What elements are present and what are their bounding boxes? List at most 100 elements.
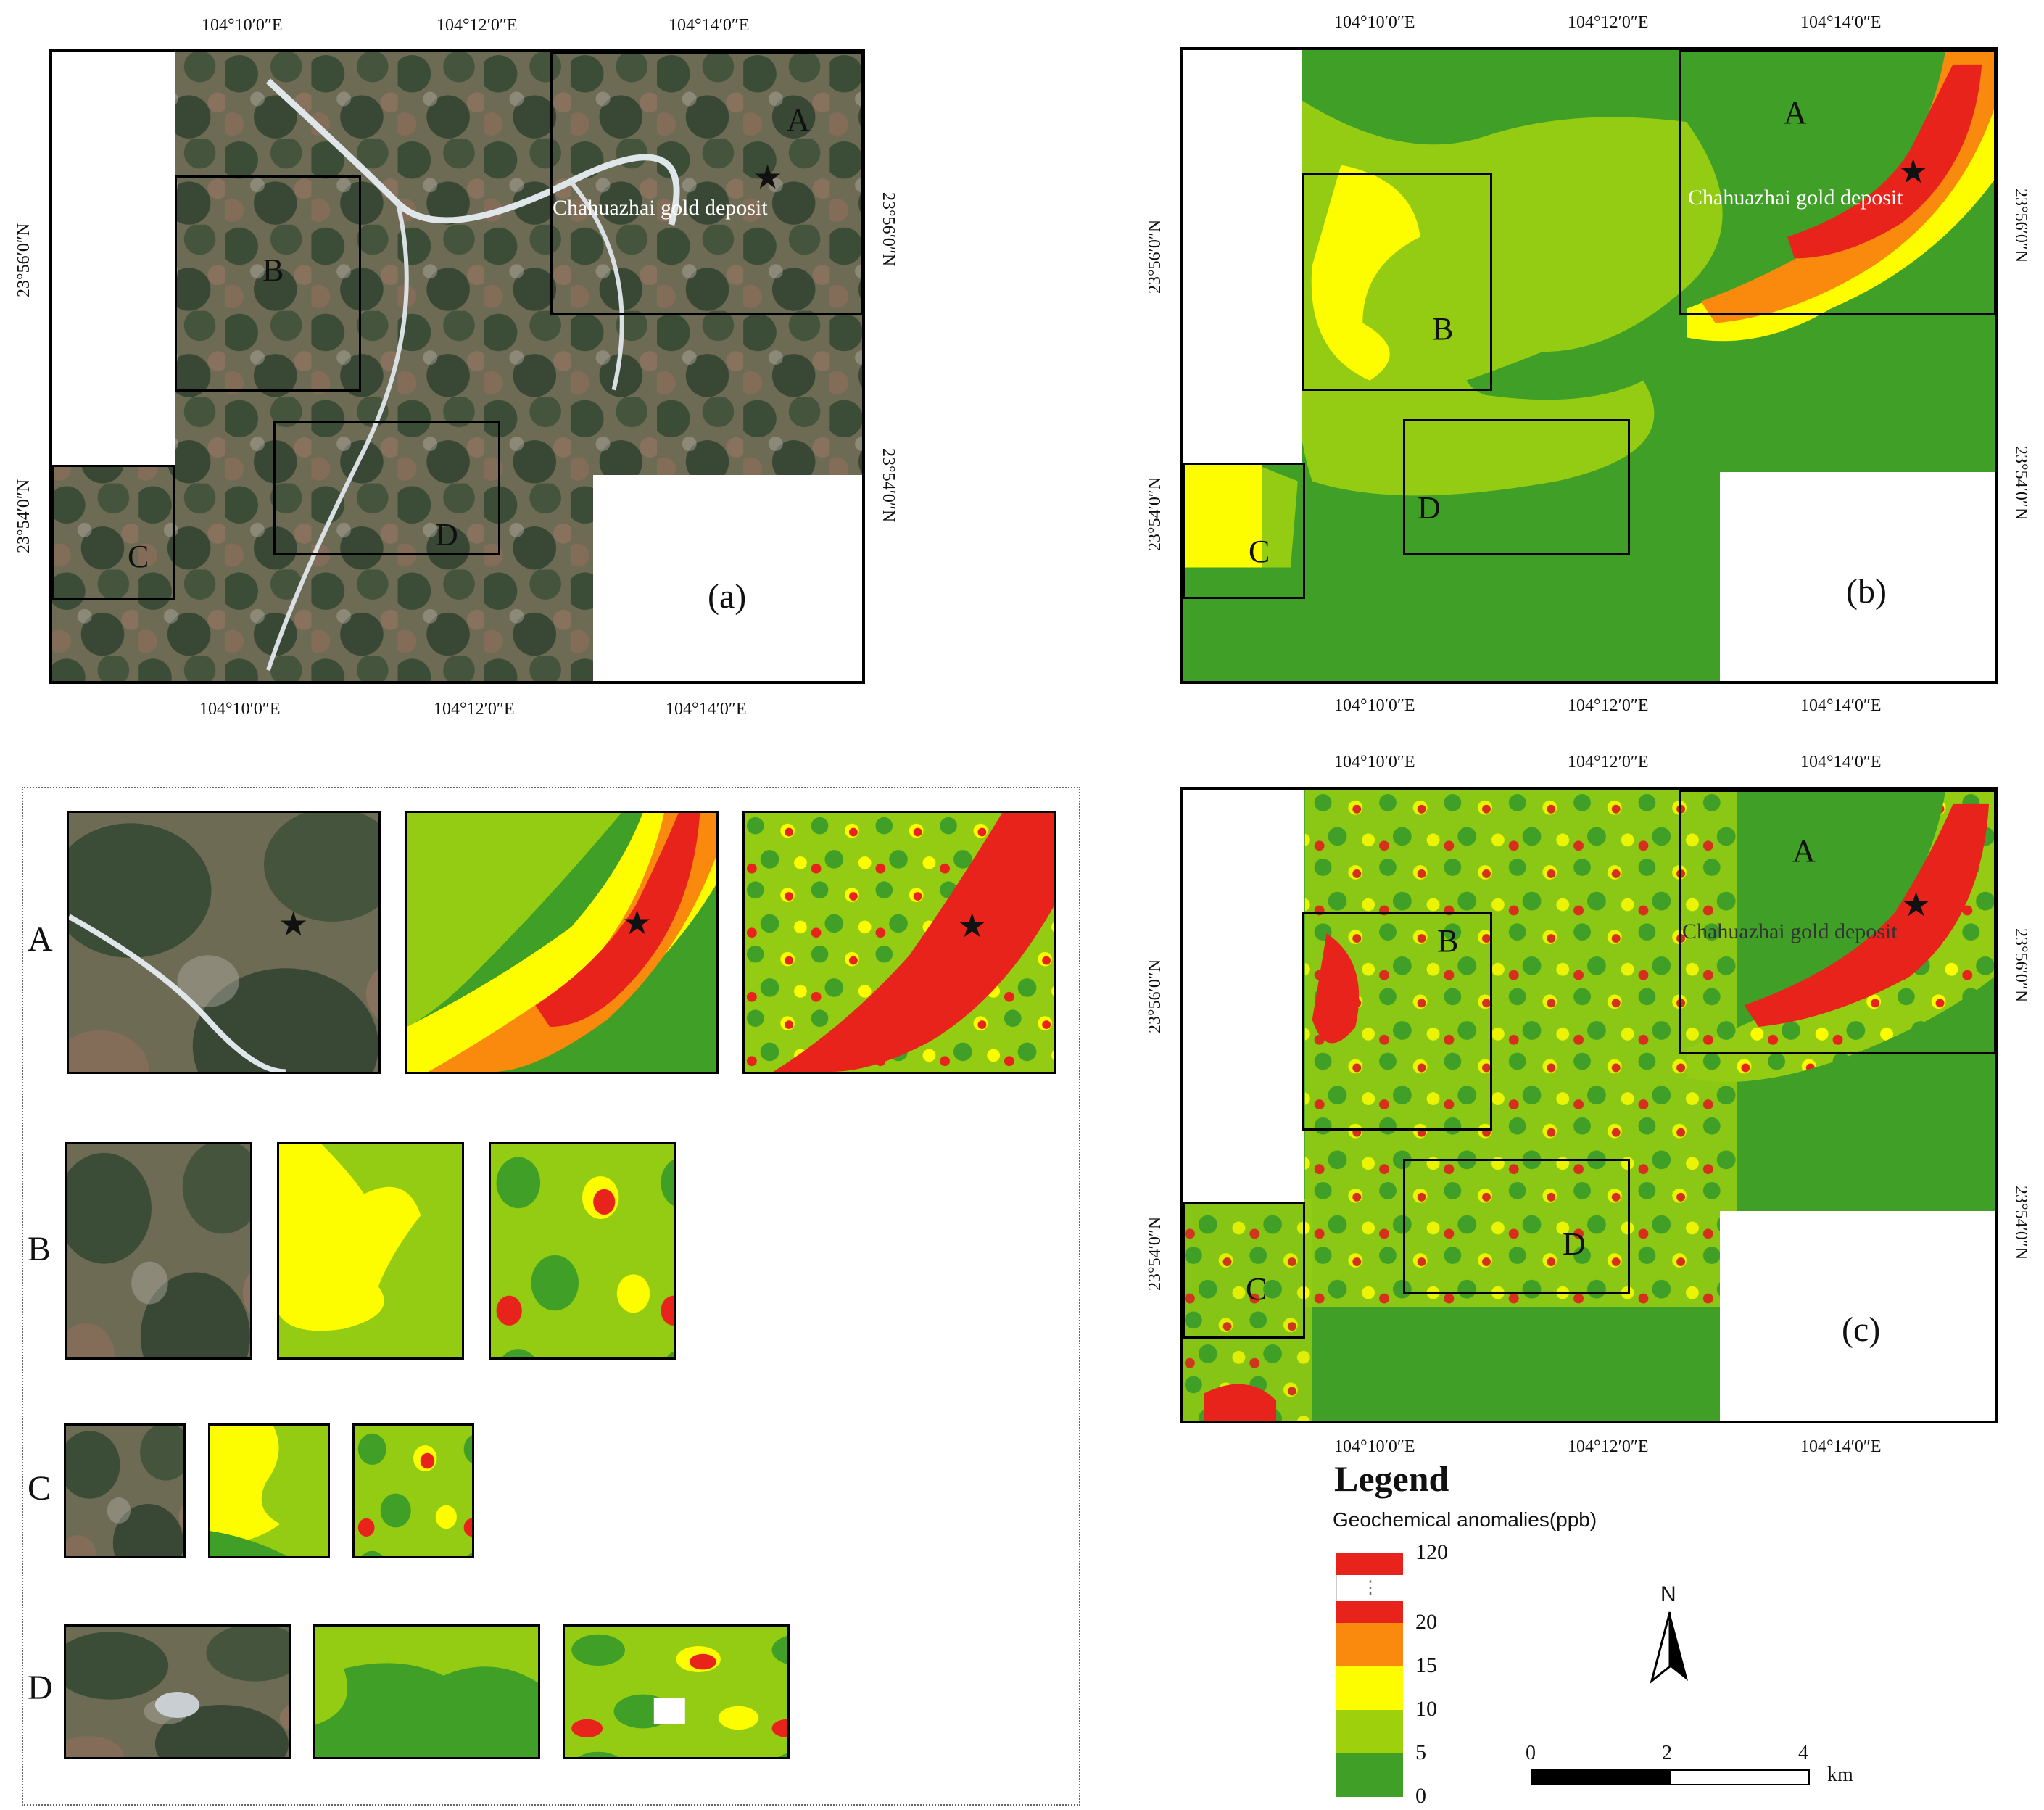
deposit-label: Chahuazhai gold deposit — [553, 196, 768, 220]
inset-b-C — [1183, 463, 1305, 599]
deposit-star-icon: ★ — [1901, 886, 1932, 923]
inset-label: D — [435, 517, 458, 553]
scale-tick: 2 — [1662, 1742, 1672, 1764]
lon-tick: 104°12′0″E — [1568, 13, 1649, 32]
inset-label: A — [1784, 95, 1807, 131]
lon-tick: 104°14′0″E — [1800, 753, 1882, 772]
inset-label: A — [787, 102, 810, 138]
lon-tick: 104°14′0″E — [669, 16, 750, 35]
lon-tick: 104°14′0″E — [1800, 13, 1882, 32]
deposit-star-icon: ★ — [753, 159, 783, 196]
lat-tick: 23°54′0″N — [15, 479, 33, 553]
legend-subtitle: Geochemical anomalies(ppb) — [1333, 1508, 1597, 1531]
panel-label: (a) — [708, 577, 747, 616]
legend-swatch-yellow — [1336, 1666, 1403, 1710]
detail-B-interpolated — [277, 1142, 464, 1360]
lon-tick: 104°10′0″E — [1334, 696, 1415, 715]
lat-tick: 23°54′0″N — [2011, 1186, 2030, 1260]
scale-tick: 4 — [1798, 1742, 1808, 1764]
detail-D-interpolated — [313, 1624, 540, 1759]
lon-tick: 104°14′0″E — [666, 700, 747, 719]
scale-bar-white — [1669, 1769, 1810, 1785]
lat-tick: 23°56′0″N — [15, 223, 33, 297]
detail-A-interpolated — [405, 811, 719, 1074]
inset-c-A — [1679, 790, 1996, 1054]
lat-tick: 23°56′0″N — [1146, 219, 1164, 294]
lat-tick: 23°54′0″N — [879, 448, 898, 523]
inset-a-C — [52, 465, 175, 600]
panel-label: (b) — [1846, 572, 1887, 611]
deposit-star-icon: ★ — [622, 904, 653, 941]
detail-row-label: B — [28, 1230, 51, 1268]
inset-a-B — [175, 175, 361, 392]
lon-tick: 104°10′0″E — [202, 16, 283, 35]
panel-label: (c) — [1842, 1310, 1881, 1349]
inset-label: B — [262, 252, 284, 288]
inset-c-C — [1183, 1202, 1305, 1339]
north-arrow-icon — [1650, 1611, 1688, 1685]
lon-tick: 104°10′0″E — [1334, 753, 1415, 772]
lat-tick: 23°54′0″N — [1146, 476, 1164, 551]
lat-tick: 23°56′0″N — [2011, 928, 2030, 1003]
inset-b-B — [1302, 173, 1492, 391]
lon-tick: 104°14′0″E — [1800, 1437, 1882, 1456]
legend-swatch-orange — [1336, 1623, 1403, 1666]
legend-swatch-break: ⋮ — [1336, 1575, 1404, 1601]
detail-A-satellite — [67, 811, 381, 1074]
detail-row-label: A — [28, 920, 53, 959]
inset-label: C — [1249, 534, 1270, 569]
scale-unit: km — [1827, 1764, 1853, 1786]
inset-label: C — [128, 539, 149, 574]
legend-label: 120 — [1415, 1540, 1448, 1564]
lon-tick: 104°12′0″E — [1568, 696, 1649, 715]
detail-B-satellite — [65, 1142, 252, 1360]
north-arrow-label: N — [1660, 1582, 1676, 1606]
scale-bar-black — [1531, 1769, 1672, 1785]
lon-tick: 104°12′0″E — [1568, 1437, 1649, 1456]
inset-label: B — [1432, 311, 1454, 347]
detail-C-predicted — [352, 1423, 474, 1558]
deposit-star-icon: ★ — [957, 907, 988, 944]
inset-c-D — [1403, 1159, 1630, 1294]
detail-row-label: D — [28, 1669, 53, 1707]
detail-D-satellite — [64, 1624, 291, 1759]
deposit-star-icon: ★ — [278, 906, 309, 943]
lon-tick: 104°10′0″E — [1334, 13, 1415, 32]
legend-swatch-dark-green — [1336, 1753, 1403, 1797]
inset-a-A — [550, 52, 864, 315]
lon-tick: 104°10′0″E — [199, 700, 281, 719]
deposit-label: Chahuazhai gold deposit — [1682, 920, 1898, 943]
scale-tick: 0 — [1526, 1742, 1536, 1764]
inset-label: D — [1563, 1226, 1586, 1262]
lon-tick: 104°12′0″E — [1568, 753, 1649, 772]
lat-tick: 23°54′0″N — [1146, 1216, 1164, 1291]
lat-tick: 23°56′0″N — [1146, 959, 1164, 1033]
inset-c-B — [1302, 912, 1492, 1131]
detail-comparison-box — [22, 787, 1080, 1806]
detail-D-predicted — [563, 1624, 790, 1759]
lat-tick: 23°56′0″N — [879, 192, 898, 267]
inset-b-D — [1403, 419, 1630, 555]
lon-tick: 104°14′0″E — [1800, 696, 1882, 715]
legend-label: 20 — [1415, 1610, 1437, 1634]
inset-label: D — [1418, 490, 1441, 526]
inset-b-A — [1679, 50, 1996, 315]
legend-swatch-red — [1336, 1601, 1403, 1623]
legend-label: 5 — [1415, 1740, 1426, 1764]
detail-C-satellite — [64, 1423, 186, 1558]
detail-row-label: C — [28, 1469, 51, 1508]
legend-swatch-light-green — [1336, 1710, 1403, 1753]
legend-label: 10 — [1415, 1697, 1437, 1721]
lon-tick: 104°10′0″E — [1334, 1437, 1415, 1456]
inset-label: C — [1246, 1271, 1267, 1307]
detail-A-predicted — [742, 811, 1056, 1074]
inset-label: A — [1792, 833, 1816, 869]
legend-label: 0 — [1415, 1784, 1426, 1808]
deposit-star-icon: ★ — [1898, 153, 1929, 190]
legend-swatch-red-top — [1336, 1553, 1403, 1575]
lat-tick: 23°54′0″N — [2011, 446, 2030, 521]
legend-title: Legend — [1334, 1458, 1449, 1499]
legend-label: 15 — [1415, 1653, 1437, 1677]
inset-label: B — [1437, 923, 1459, 959]
deposit-label: Chahuazhai gold deposit — [1688, 186, 1903, 210]
